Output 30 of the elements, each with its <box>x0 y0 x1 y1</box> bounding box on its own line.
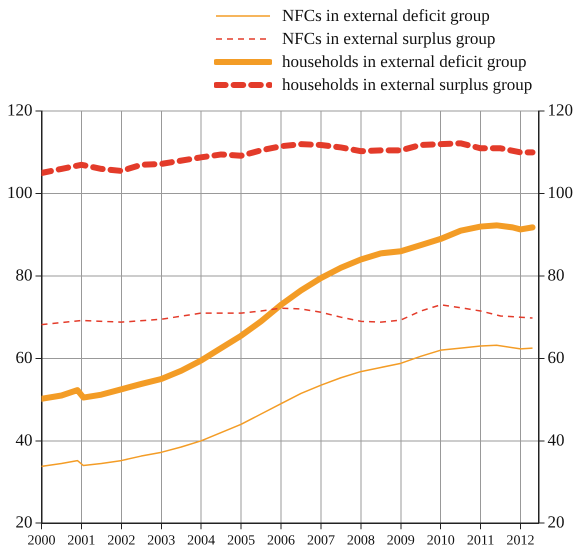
legend-label: NFCs in external surplus group <box>282 28 496 48</box>
x-tick-label: 2007 <box>306 533 335 548</box>
y-tick-label: 40 <box>16 430 32 450</box>
y2-tick-label: 60 <box>548 348 564 367</box>
y-tick-label: 80 <box>16 265 32 284</box>
y2-tick-label: 20 <box>548 512 564 532</box>
x-tick-label: 2002 <box>107 533 136 548</box>
legend-label: NFCs in external deficit group <box>282 6 490 26</box>
y2-tick-label: 40 <box>548 430 564 450</box>
x-tick-label: 2001 <box>67 533 96 548</box>
y2-tick-label: 100 <box>548 183 573 202</box>
x-tick-label: 2004 <box>187 533 216 548</box>
x-tick-label: 2012 <box>506 533 535 548</box>
x-tick-label: 2005 <box>227 533 256 548</box>
x-tick-label: 2011 <box>466 533 494 548</box>
y-tick-label: 60 <box>16 348 32 367</box>
x-tick-label: 2010 <box>426 533 455 548</box>
legend-label: households in external deficit group <box>282 52 527 72</box>
y-tick-label: 120 <box>7 100 32 120</box>
y2-tick-label: 120 <box>548 100 573 120</box>
x-tick-label: 2003 <box>147 533 176 548</box>
line-series <box>42 304 534 326</box>
x-tick-label: 2006 <box>267 533 296 548</box>
x-tick-label: 2000 <box>28 533 56 548</box>
y-tick-label: 100 <box>7 183 32 202</box>
legend-label: households in external surplus group <box>282 74 532 94</box>
x-tick-label: 2009 <box>386 533 415 548</box>
y2-tick-label: 80 <box>548 265 564 284</box>
y-tick-label: 20 <box>16 512 32 532</box>
x-tick-label: 2008 <box>346 533 375 548</box>
